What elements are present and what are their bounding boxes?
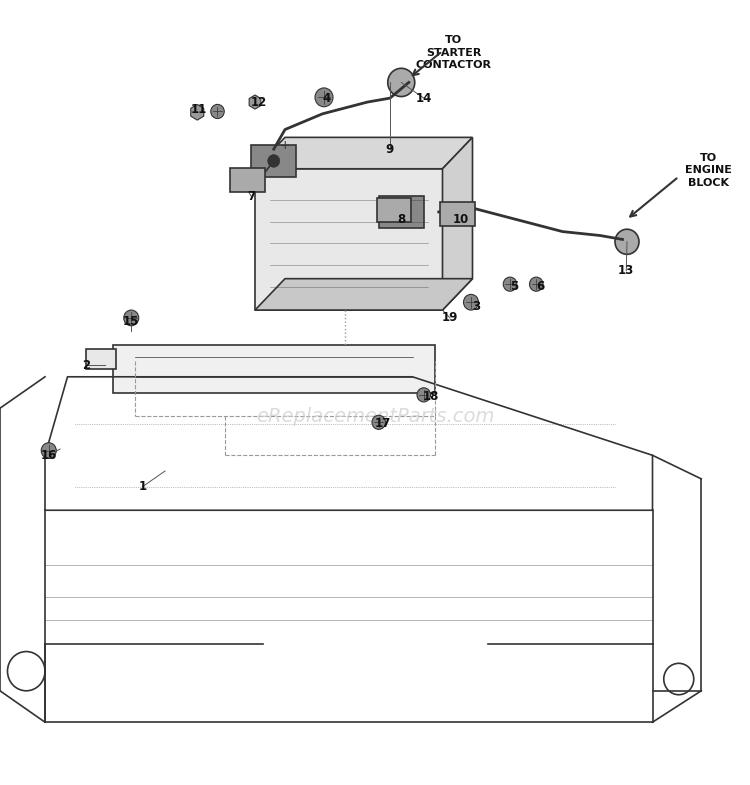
Circle shape (372, 415, 386, 429)
Circle shape (417, 388, 430, 402)
FancyBboxPatch shape (230, 168, 265, 192)
Polygon shape (442, 137, 472, 310)
Polygon shape (255, 279, 472, 310)
Circle shape (503, 277, 517, 291)
Circle shape (124, 310, 139, 326)
Circle shape (615, 229, 639, 254)
Circle shape (315, 88, 333, 107)
Text: 12: 12 (251, 96, 267, 108)
Text: 15: 15 (123, 316, 140, 328)
Text: 18: 18 (423, 390, 439, 403)
Circle shape (211, 104, 224, 119)
FancyBboxPatch shape (112, 345, 435, 392)
FancyBboxPatch shape (251, 145, 296, 177)
Text: +: + (280, 139, 290, 152)
Text: TO
ENGINE
BLOCK: TO ENGINE BLOCK (686, 153, 732, 188)
Text: 9: 9 (386, 143, 394, 155)
Text: 8: 8 (398, 214, 405, 226)
Polygon shape (190, 104, 204, 120)
Text: 4: 4 (322, 92, 330, 104)
Text: 6: 6 (536, 280, 544, 293)
Text: 5: 5 (510, 280, 518, 293)
Circle shape (464, 294, 478, 310)
Text: 14: 14 (416, 92, 432, 104)
FancyBboxPatch shape (379, 196, 424, 228)
FancyBboxPatch shape (376, 198, 411, 222)
Text: 16: 16 (40, 449, 57, 462)
Circle shape (388, 68, 415, 97)
Text: 19: 19 (442, 312, 458, 324)
Text: 13: 13 (618, 265, 634, 277)
Text: 10: 10 (453, 214, 470, 226)
Text: TO
STARTER
CONTACTOR: TO STARTER CONTACTOR (416, 35, 492, 70)
FancyBboxPatch shape (86, 349, 116, 369)
Text: 1: 1 (139, 480, 146, 493)
Text: 17: 17 (374, 418, 391, 430)
Text: 3: 3 (472, 300, 480, 312)
Circle shape (530, 277, 543, 291)
Text: 7: 7 (248, 190, 255, 203)
Text: eReplacementParts.com: eReplacementParts.com (256, 407, 494, 425)
Text: 2: 2 (82, 359, 90, 371)
Circle shape (41, 443, 56, 458)
Polygon shape (255, 169, 442, 310)
FancyBboxPatch shape (440, 202, 475, 226)
Text: 11: 11 (190, 104, 207, 116)
Polygon shape (255, 137, 472, 169)
Polygon shape (249, 95, 261, 109)
Circle shape (268, 155, 280, 167)
